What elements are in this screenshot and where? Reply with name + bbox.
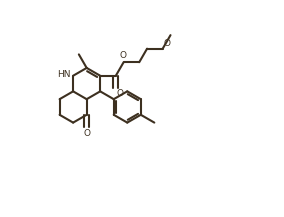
Text: O: O (163, 39, 170, 48)
Text: HN: HN (57, 70, 71, 79)
Text: O: O (83, 129, 90, 138)
Text: O: O (120, 51, 126, 61)
Text: O: O (117, 89, 124, 98)
